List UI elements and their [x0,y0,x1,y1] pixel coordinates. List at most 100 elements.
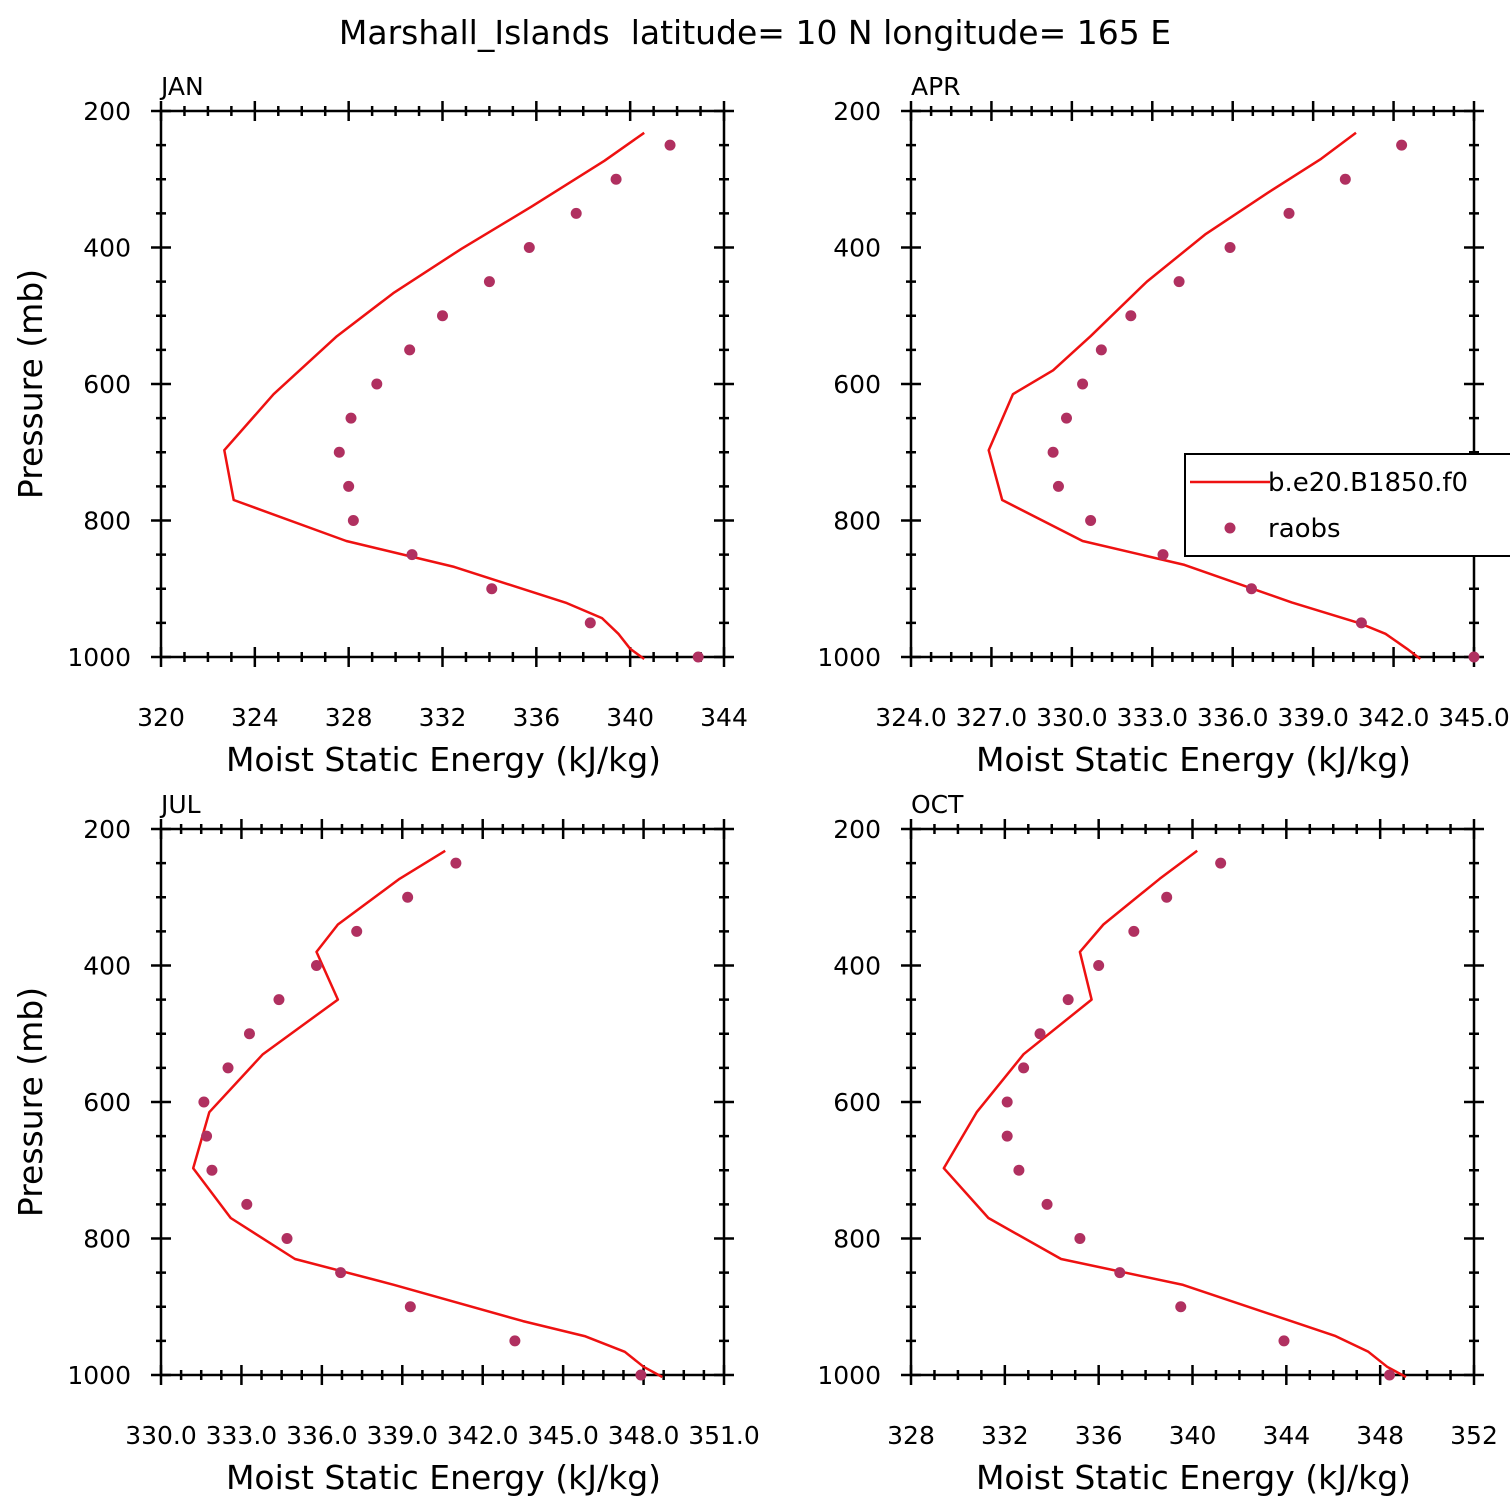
model-line [942,849,1407,1379]
y-tick-label: 800 [833,507,881,536]
y-tick-label: 200 [83,815,131,844]
x-axis-title: Moist Static Energy (kJ/kg) [976,740,1411,779]
x-tick-label: 342.0 [447,1421,519,1450]
plot-frame [159,109,726,659]
plot-frame [909,109,1476,659]
y-tick-label: 1000 [67,1361,131,1390]
y-axis-title: Pressure (mb) [11,269,50,499]
legend-label-model: b.e20.B1850.f0 [1268,468,1468,498]
model-line [191,849,663,1379]
obs-point [222,1062,234,1074]
obs-point [281,1233,293,1244]
obs-point [406,549,418,561]
x-tick-label: 352 [1450,1421,1498,1450]
obs-point [243,1028,255,1040]
x-tick-label: 324 [231,703,279,732]
obs-point [437,310,448,322]
x-axis-title: Moist Static Energy (kJ/kg) [226,740,661,779]
obs-point [1018,1062,1030,1074]
obs-point [1074,1233,1086,1244]
obs-point [206,1164,218,1176]
x-axis-title: Moist Static Energy (kJ/kg) [226,1458,661,1497]
obs-point [241,1198,253,1210]
obs-point [1095,344,1107,356]
x-tick-label: 332 [419,703,467,732]
obs-point [1047,446,1059,458]
obs-point [1215,857,1227,869]
x-tick-label: 336.0 [286,1421,358,1450]
obs-point [1283,207,1295,219]
x-tick-label: 320 [137,703,185,732]
obs-point [198,1096,210,1108]
obs-point [635,1369,647,1381]
obs-point [343,480,355,492]
obs-point [692,651,704,663]
x-tick-label: 328 [325,703,373,732]
obs-point [664,139,676,151]
x-tick-label: 330.0 [125,1421,197,1450]
obs-point [371,378,383,390]
obs-point [347,515,359,526]
obs-point [404,344,416,356]
obs-point [486,583,498,595]
x-tick-label: 333.0 [1116,703,1188,732]
figure-title: Marshall_Islands latitude= 10 N longitud… [339,13,1171,52]
obs-point [1468,651,1480,663]
y-tick-label: 400 [83,234,131,263]
x-tick-label: 344 [700,703,748,732]
obs-point [570,207,582,219]
x-tick-label: 332 [981,1421,1029,1450]
obs-point [523,242,535,253]
y-tick-label: 600 [833,1088,881,1117]
y-tick-label: 800 [83,1225,131,1254]
x-tick-label: 324.0 [875,703,947,732]
x-tick-label: 344 [1262,1421,1310,1450]
model-line [987,131,1422,660]
obs-point [1041,1198,1053,1210]
x-tick-label: 336.0 [1197,703,1269,732]
panel-label: OCT [911,790,964,819]
obs-point [1384,1369,1396,1381]
y-tick-label: 1000 [817,643,881,672]
x-tick-label: 333.0 [206,1421,278,1450]
obs-point [1175,1301,1187,1313]
obs-point [335,1267,347,1279]
obs-point [1093,960,1105,971]
y-tick-label: 600 [83,370,131,399]
y-tick-label: 600 [833,370,881,399]
x-tick-label: 328 [887,1421,935,1450]
obs-point [1125,310,1137,322]
x-tick-label: 342.0 [1358,703,1430,732]
obs-point [1128,925,1140,937]
obs-point [1034,1028,1046,1040]
plot-frame [909,827,1476,1377]
x-tick-label: 336 [1075,1421,1123,1450]
obs-point [1114,1267,1126,1279]
obs-point [402,891,414,903]
obs-point [351,925,363,937]
y-tick-label: 200 [83,97,131,126]
y-tick-label: 800 [833,1225,881,1254]
obs-point [345,412,357,424]
x-tick-label: 339.0 [1277,703,1349,732]
legend-point-swatch [1224,522,1236,534]
obs-point [310,960,322,971]
y-tick-label: 400 [833,952,881,981]
y-tick-label: 800 [83,507,131,536]
y-tick-label: 200 [833,815,881,844]
obs-point [273,994,285,1006]
y-axis-title: Pressure (mb) [11,987,50,1217]
obs-point [1161,891,1173,903]
obs-point [201,1130,213,1142]
obs-point [1013,1164,1025,1176]
plot-frame [159,827,726,1377]
y-tick-label: 200 [833,97,881,126]
obs-point [1245,583,1257,595]
panel-jan: JAN 200 400 600 800 1000 320 324 328 332 336 340 344… [11,72,748,779]
panel-oct: OCT 200 400 600 800 1000 328 332 336 340 344 348 352… [817,790,1497,1497]
obs-point [1396,139,1408,151]
panel-jul: JUL 200 400 600 800 1000 330.0 333.0 336.0 339.0 3… [11,790,760,1497]
legend-box [1184,453,1510,557]
obs-point [1157,549,1169,561]
